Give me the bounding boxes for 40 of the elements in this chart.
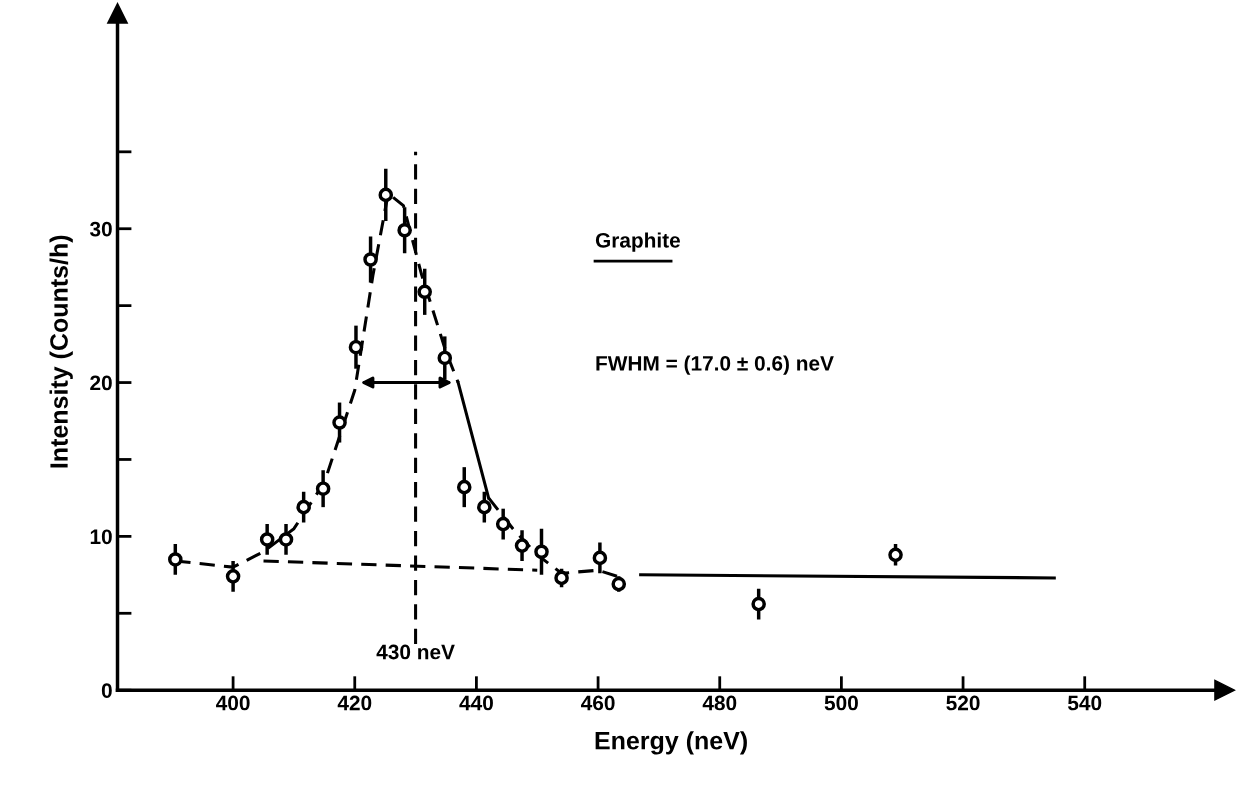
point [477,499,492,515]
annotation: Graphite [595,232,680,252]
x-tick-label: 460 [581,695,615,711]
point [332,415,347,430]
x-tick-label: 420 [337,695,372,711]
x-tick-label: 440 [459,695,493,711]
x-tick-label: 540 [1067,695,1102,711]
point [514,538,530,553]
x-tick-label: 480 [702,695,737,711]
point [278,532,294,547]
point [225,569,241,584]
y-tick-label: 0 [101,683,112,698]
annotation: FWHM = (17.0 ± 0.6) neV [596,355,834,375]
x-tick-label: 400 [216,695,250,711]
point [611,576,627,592]
point [296,499,311,515]
point [259,532,275,547]
y-axis-title: Intensity (Counts/h) [49,235,73,468]
y-tick-label: 20 [90,375,112,391]
point [363,252,378,267]
point [456,479,472,495]
point [397,222,412,238]
y-tick-label: 30 [89,221,112,237]
point [751,596,766,612]
annotation: 430 neV [376,644,455,660]
point [348,339,364,355]
x-tick-label: 520 [946,695,980,711]
point [495,516,511,532]
point [417,284,432,300]
point [315,481,331,496]
point [592,550,608,566]
point [168,552,183,567]
x-axis-title: Energy (neV) [595,731,747,755]
x-tick-label: 500 [824,695,858,711]
point [437,350,453,366]
point [378,187,394,203]
y-tick-label: 10 [90,529,112,545]
point [888,547,903,563]
point [534,544,549,560]
point [554,570,569,586]
